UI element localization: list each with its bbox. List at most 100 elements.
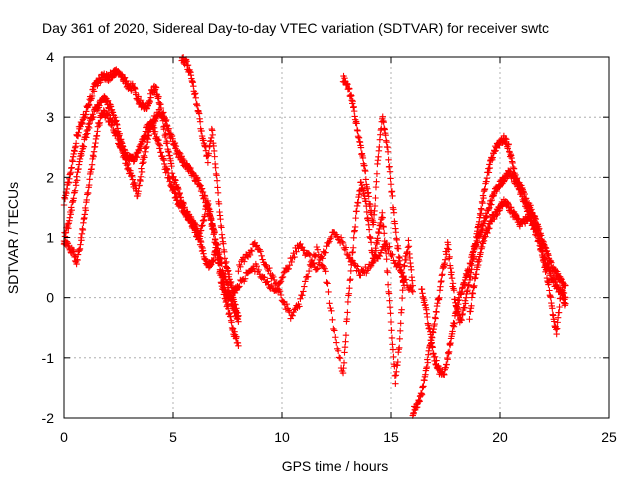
data-point [152, 84, 160, 91]
data-point [255, 266, 262, 274]
data-point [73, 177, 81, 184]
y-tick-label: 3 [46, 109, 54, 125]
data-point [381, 230, 388, 237]
data-point [366, 263, 374, 271]
data-point [150, 124, 158, 131]
data-point [72, 182, 80, 189]
data-point [78, 148, 86, 155]
data-point [477, 249, 484, 256]
data-point [370, 257, 378, 264]
data-point [385, 290, 393, 297]
data-point [467, 260, 475, 267]
data-point [270, 273, 277, 281]
data-point [352, 214, 359, 222]
data-point [140, 159, 147, 166]
data-point [386, 297, 393, 304]
data-point [326, 300, 333, 307]
data-point [370, 219, 377, 226]
data-point [285, 265, 292, 273]
data-point [353, 120, 360, 127]
data-point [342, 244, 350, 251]
data-point [438, 277, 445, 285]
data-point [171, 189, 178, 196]
data-point [143, 143, 150, 151]
data-point [360, 187, 368, 194]
data-point [344, 309, 351, 316]
data-point [81, 211, 89, 218]
data-point [387, 175, 394, 182]
data-point [247, 247, 255, 254]
data-point [202, 147, 210, 154]
data-point [483, 174, 491, 182]
data-point [372, 194, 379, 202]
data-point [444, 356, 451, 363]
data-point [277, 278, 285, 285]
y-tick-label: 2 [46, 169, 54, 185]
data-point [168, 162, 175, 170]
data-point [325, 288, 332, 296]
data-point [372, 183, 380, 191]
data-point [479, 199, 486, 207]
data-point [279, 273, 287, 281]
data-point [205, 204, 212, 212]
data-point [439, 271, 446, 278]
data-point [227, 295, 234, 302]
data-point [347, 276, 354, 283]
data-point [163, 139, 171, 147]
data-point [205, 150, 213, 157]
data-point [443, 245, 451, 252]
data-point [253, 263, 261, 270]
data-point [297, 295, 304, 303]
data-point [204, 159, 212, 166]
data-point [398, 306, 405, 313]
data-point [462, 300, 469, 307]
data-point [436, 294, 443, 301]
data-point [393, 368, 400, 375]
data-point [365, 193, 372, 200]
data-point [502, 135, 509, 142]
series-trace-3 [60, 107, 242, 325]
data-point [423, 363, 431, 371]
data-point [68, 206, 75, 214]
data-point [381, 237, 388, 245]
data-point [104, 97, 112, 104]
data-point [288, 258, 295, 266]
data-point [147, 94, 154, 101]
data-point [429, 344, 436, 351]
data-point [241, 275, 249, 282]
data-point [80, 143, 88, 150]
data-point [264, 278, 271, 285]
data-point [253, 242, 261, 249]
data-point [213, 177, 221, 184]
data-point [334, 347, 342, 354]
y-tick-label: 1 [46, 230, 54, 246]
data-point [137, 173, 145, 180]
data-point [480, 194, 487, 202]
data-point [427, 331, 434, 338]
x-tick-label: 10 [274, 429, 290, 445]
data-point [455, 300, 462, 308]
data-point [447, 264, 454, 272]
data-point [383, 256, 390, 263]
data-point [351, 223, 359, 231]
data-point [357, 144, 365, 151]
data-point [475, 261, 482, 269]
data-point [201, 211, 209, 219]
data-point [445, 246, 452, 253]
data-point [461, 304, 468, 312]
data-point [443, 361, 450, 368]
data-point [410, 409, 417, 417]
data-point [83, 196, 90, 204]
data-point [386, 303, 394, 311]
data-point [276, 288, 284, 295]
data-point [371, 202, 379, 210]
data-point [389, 251, 396, 258]
data-point [266, 264, 273, 272]
data-point [478, 206, 485, 214]
data-point [290, 250, 297, 257]
data-point [371, 253, 379, 260]
data-point [192, 94, 199, 102]
data-point [259, 256, 266, 263]
data-point [496, 183, 503, 191]
data-point [280, 269, 288, 276]
